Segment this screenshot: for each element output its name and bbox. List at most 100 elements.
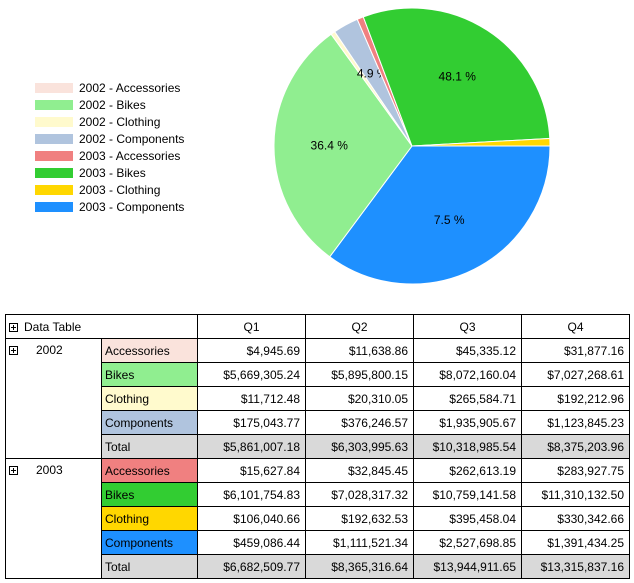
year-cell: 2002 — [5, 338, 102, 459]
value-cell: $7,027,268.61 — [521, 362, 630, 387]
legend-item: 2002 - Components — [35, 130, 184, 147]
value-cell: $11,712.48 — [197, 386, 306, 411]
table-row: Components $459,086.44 $1,111,521.34 $2,527… — [6, 530, 630, 555]
category-cell: Components — [101, 410, 198, 435]
value-cell: $192,632.53 — [305, 506, 414, 531]
value-cell: $20,310.05 — [305, 386, 414, 411]
value-cell: $2,527,698.85 — [413, 530, 522, 555]
category-cell: Bikes — [101, 362, 198, 387]
total-cell: $6,303,995.63 — [305, 434, 414, 459]
legend-swatch — [35, 167, 73, 178]
legend-item: 2003 - Components — [35, 198, 184, 215]
expand-icon[interactable] — [9, 322, 18, 332]
table-row: Clothing $11,712.48 $20,310.05 $265,584.71 $… — [6, 386, 630, 411]
year-label: 2003 — [36, 463, 63, 477]
legend-swatch — [35, 201, 73, 212]
pie-slice-label: 7.5 % — [434, 213, 465, 227]
pie-slice-label: 36.4 % — [311, 139, 349, 153]
pie-slice — [411, 137, 551, 147]
category-cell: Clothing — [101, 386, 198, 411]
total-cell: $5,861,007.18 — [197, 434, 306, 459]
table-header-row: Data Table Q1 Q2 Q3 Q4 — [5, 314, 630, 339]
pie-slice — [362, 7, 551, 147]
quarter-header: Q2 — [305, 314, 414, 339]
total-row: Total $5,861,007.18 $6,303,995.63 $10,318,9… — [6, 434, 630, 459]
pie-chart: 7.5 %36.4 %4.9 % 48.1 % — [273, 7, 551, 285]
legend-label: 2002 - Bikes — [79, 97, 146, 112]
data-table: Data Table Q1 Q2 Q3 Q4 2002 Accessories $4,945.… — [5, 314, 630, 579]
year-cell: 2003 — [5, 458, 102, 579]
expand-icon[interactable] — [9, 466, 18, 476]
value-cell: $1,935,905.67 — [413, 410, 522, 435]
value-cell: $4,945.69 — [197, 338, 306, 363]
value-cell: $5,895,800.15 — [305, 362, 414, 387]
table-row: Components $175,043.77 $376,246.57 $1,935,9… — [6, 410, 630, 435]
value-cell: $262,613.19 — [413, 458, 522, 483]
value-cell: $10,759,141.58 — [413, 482, 522, 507]
legend-label: 2003 - Accessories — [79, 148, 181, 163]
value-cell: $5,669,305.24 — [197, 362, 306, 387]
legend-label: 2002 - Clothing — [79, 114, 161, 129]
legend-label: 2003 - Clothing — [79, 182, 161, 197]
legend-item: 2002 - Accessories — [35, 79, 184, 96]
value-cell: $1,111,521.34 — [305, 530, 414, 555]
value-cell: $6,101,754.83 — [197, 482, 306, 507]
total-cell: $8,365,316.64 — [305, 554, 414, 579]
value-cell: $459,086.44 — [197, 530, 306, 555]
value-cell: $1,123,845.23 — [521, 410, 630, 435]
total-cell: $8,375,203.96 — [521, 434, 630, 459]
table-row: Bikes $5,669,305.24 $5,895,800.15 $8,072,16… — [6, 362, 630, 387]
value-cell: $11,310,132.50 — [521, 482, 630, 507]
value-cell: $11,638.86 — [305, 338, 414, 363]
total-cell: $10,318,985.54 — [413, 434, 522, 459]
quarter-header: Q1 — [197, 314, 306, 339]
category-cell: Accessories — [101, 338, 198, 363]
value-cell: $8,072,160.04 — [413, 362, 522, 387]
value-cell: $32,845.45 — [305, 458, 414, 483]
expand-icon[interactable] — [9, 346, 18, 356]
value-cell: $31,877.16 — [521, 338, 630, 363]
quarter-header: Q4 — [521, 314, 630, 339]
legend-swatch — [35, 116, 73, 127]
legend-label: 2003 - Components — [79, 199, 185, 214]
category-cell: Clothing — [101, 506, 198, 531]
legend-item: 2003 - Bikes — [35, 164, 184, 181]
legend-swatch — [35, 99, 73, 110]
total-cell: $6,682,509.77 — [197, 554, 306, 579]
value-cell: $192,212.96 — [521, 386, 630, 411]
chart-legend: 2002 - Accessories 2002 - Bikes 2002 - Clo… — [35, 79, 184, 215]
category-cell: Components — [101, 530, 198, 555]
year-label: 2002 — [36, 343, 63, 357]
legend-item: 2002 - Clothing — [35, 113, 184, 130]
legend-label: 2003 - Bikes — [79, 165, 146, 180]
total-cell: $13,944,911.65 — [413, 554, 522, 579]
table-row: 2003 Accessories $15,627.84 $32,845.45 $262,… — [5, 458, 630, 579]
legend-swatch — [35, 133, 73, 144]
table-row: Clothing $106,040.66 $192,632.53 $395,458.0… — [6, 506, 630, 531]
value-cell: $283,927.75 — [521, 458, 630, 483]
legend-item: 2003 - Accessories — [35, 147, 184, 164]
value-cell: $15,627.84 — [197, 458, 306, 483]
value-cell: $330,342.66 — [521, 506, 630, 531]
category-cell: Bikes — [101, 482, 198, 507]
legend-item: 2002 - Bikes — [35, 96, 184, 113]
data-table-header[interactable]: Data Table — [5, 314, 198, 339]
value-cell: $7,028,317.32 — [305, 482, 414, 507]
data-table-label: Data Table — [24, 319, 82, 334]
total-label: Total — [101, 554, 198, 579]
pie-slice — [273, 33, 413, 258]
quarter-header: Q3 — [413, 314, 522, 339]
value-cell: $395,458.04 — [413, 506, 522, 531]
value-cell: $175,043.77 — [197, 410, 306, 435]
value-cell: $106,040.66 — [197, 506, 306, 531]
legend-label: 2002 - Components — [79, 131, 185, 146]
pie-slice-label: 48.1 % — [439, 70, 477, 84]
total-row: Total $6,682,509.77 $8,365,316.64 $13,944,9… — [6, 554, 630, 579]
legend-swatch — [35, 184, 73, 195]
value-cell: $45,335.12 — [413, 338, 522, 363]
legend-item: 2003 - Clothing — [35, 181, 184, 198]
value-cell: $265,584.71 — [413, 386, 522, 411]
legend-label: 2002 - Accessories — [79, 80, 181, 95]
total-cell: $13,315,837.16 — [521, 554, 630, 579]
table-row: 2002 Accessories $4,945.69 $11,638.86 $45,33… — [5, 338, 630, 459]
